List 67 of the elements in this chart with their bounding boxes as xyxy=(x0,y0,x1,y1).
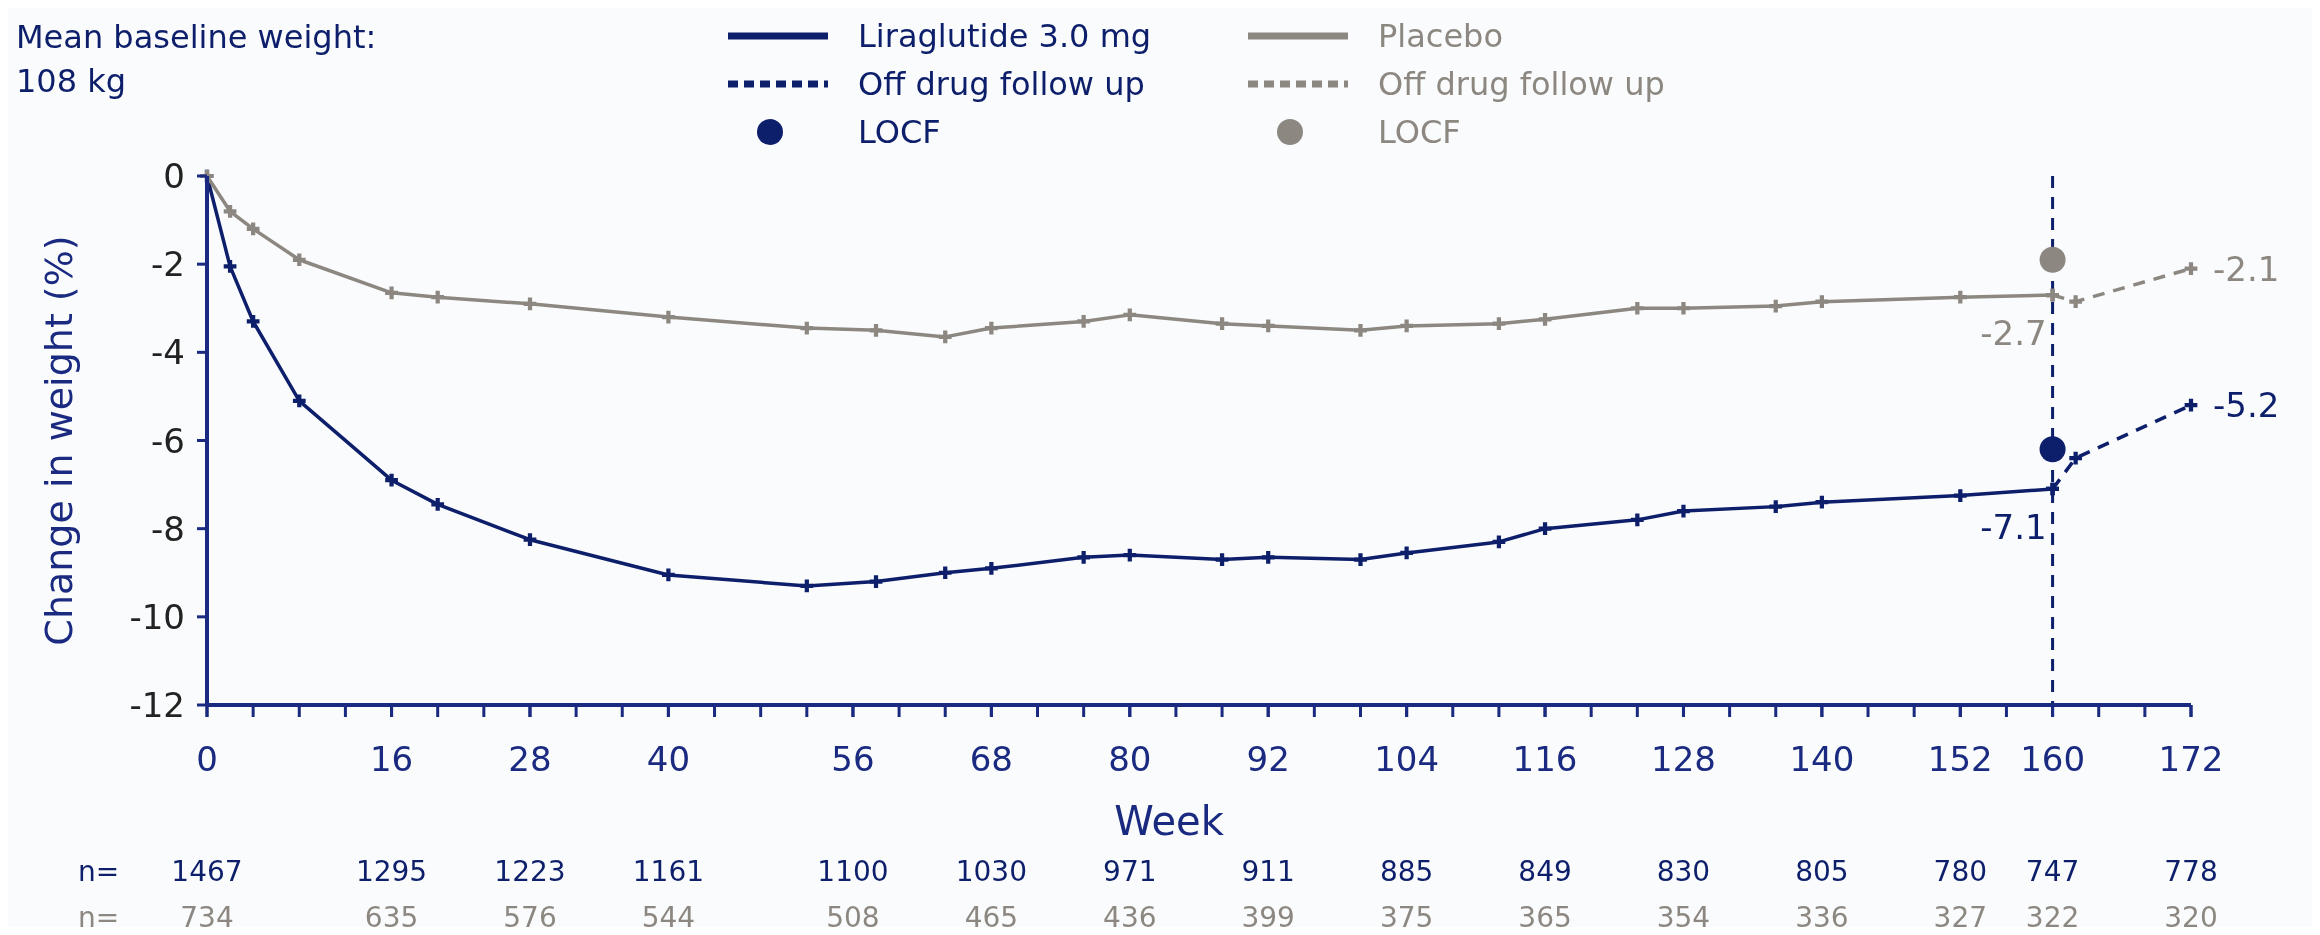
text: 544 xyxy=(641,901,696,934)
legend-label: Off drug follow up xyxy=(1378,65,1665,103)
y-tick-label: -12 xyxy=(129,685,185,725)
data-label: -2.1 xyxy=(2213,248,2280,289)
x-tick-label: 92 xyxy=(1246,739,1290,779)
x-tick-label: 172 xyxy=(2158,739,2224,779)
text: 322 xyxy=(2025,901,2080,934)
text: 436 xyxy=(1103,901,1157,934)
text: 336 xyxy=(1795,901,1849,934)
text: Mean baseline weight: 108 kg xyxy=(16,18,377,100)
x-tick-label: 140 xyxy=(1789,739,1855,779)
y-tick-label: 0 xyxy=(163,156,185,196)
text: 635 xyxy=(364,901,419,934)
x-tick-label: 152 xyxy=(1927,739,1993,779)
text: 576 xyxy=(503,901,557,934)
x-tick-label: 116 xyxy=(1512,739,1578,779)
text: 778 xyxy=(2164,855,2218,888)
x-tick-label: 80 xyxy=(1108,739,1152,779)
text: 734 xyxy=(180,901,234,934)
x-tick-label: 28 xyxy=(508,739,552,779)
text: 354 xyxy=(1656,901,1711,934)
text: 508 xyxy=(826,901,880,934)
x-tick-label: 160 xyxy=(2020,739,2086,779)
x-axis-title: Week xyxy=(1114,798,1225,844)
text: 465 xyxy=(964,901,1019,934)
text: 911 xyxy=(1241,855,1295,888)
x-tick-label: 68 xyxy=(969,739,1013,779)
data-label: -7.1 xyxy=(1980,506,2047,547)
text: 971 xyxy=(1103,855,1157,888)
x-tick-label: 56 xyxy=(831,739,875,779)
text: 365 xyxy=(1518,901,1572,934)
x-tick-label: 128 xyxy=(1651,739,1716,779)
text: 1030 xyxy=(955,855,1027,888)
text: 849 xyxy=(1518,855,1572,888)
text: 780 xyxy=(1933,855,1988,888)
y-axis-title: Change in weight (%) xyxy=(37,235,81,646)
text: 375 xyxy=(1379,901,1434,934)
text: 1161 xyxy=(632,855,705,888)
text: 327 xyxy=(1933,901,1988,934)
y-tick-label: -8 xyxy=(151,508,185,549)
text: n= xyxy=(78,901,120,934)
text: 830 xyxy=(1656,855,1711,888)
y-tick-label: -4 xyxy=(151,332,185,373)
text: 885 xyxy=(1379,855,1434,888)
data-label: -5.2 xyxy=(2213,385,2280,426)
text: 1295 xyxy=(355,855,428,888)
text: 1467 xyxy=(171,855,243,888)
x-tick-label: 104 xyxy=(1374,739,1440,779)
text: 1223 xyxy=(494,855,566,888)
x-tick-label: 0 xyxy=(196,739,218,779)
y-tick-label: -10 xyxy=(129,596,185,637)
text: 805 xyxy=(1795,855,1849,888)
y-tick-label: -2 xyxy=(151,244,185,285)
text: n= xyxy=(78,855,120,888)
legend-label: LOCF xyxy=(858,113,941,151)
legend-label: Placebo xyxy=(1378,17,1503,55)
y-tick-label: -6 xyxy=(151,420,185,461)
text: 320 xyxy=(2164,901,2218,934)
x-tick-label: 16 xyxy=(369,739,414,779)
data-label: -2.7 xyxy=(1980,313,2047,354)
text: 399 xyxy=(1241,901,1295,934)
text: 747 xyxy=(2025,855,2080,888)
legend-label: LOCF xyxy=(1378,113,1461,151)
x-tick-label: 40 xyxy=(646,739,691,779)
legend-label: Liraglutide 3.0 mg xyxy=(858,17,1152,55)
legend-label: Off drug follow up xyxy=(858,65,1145,103)
text: 1100 xyxy=(817,855,889,888)
